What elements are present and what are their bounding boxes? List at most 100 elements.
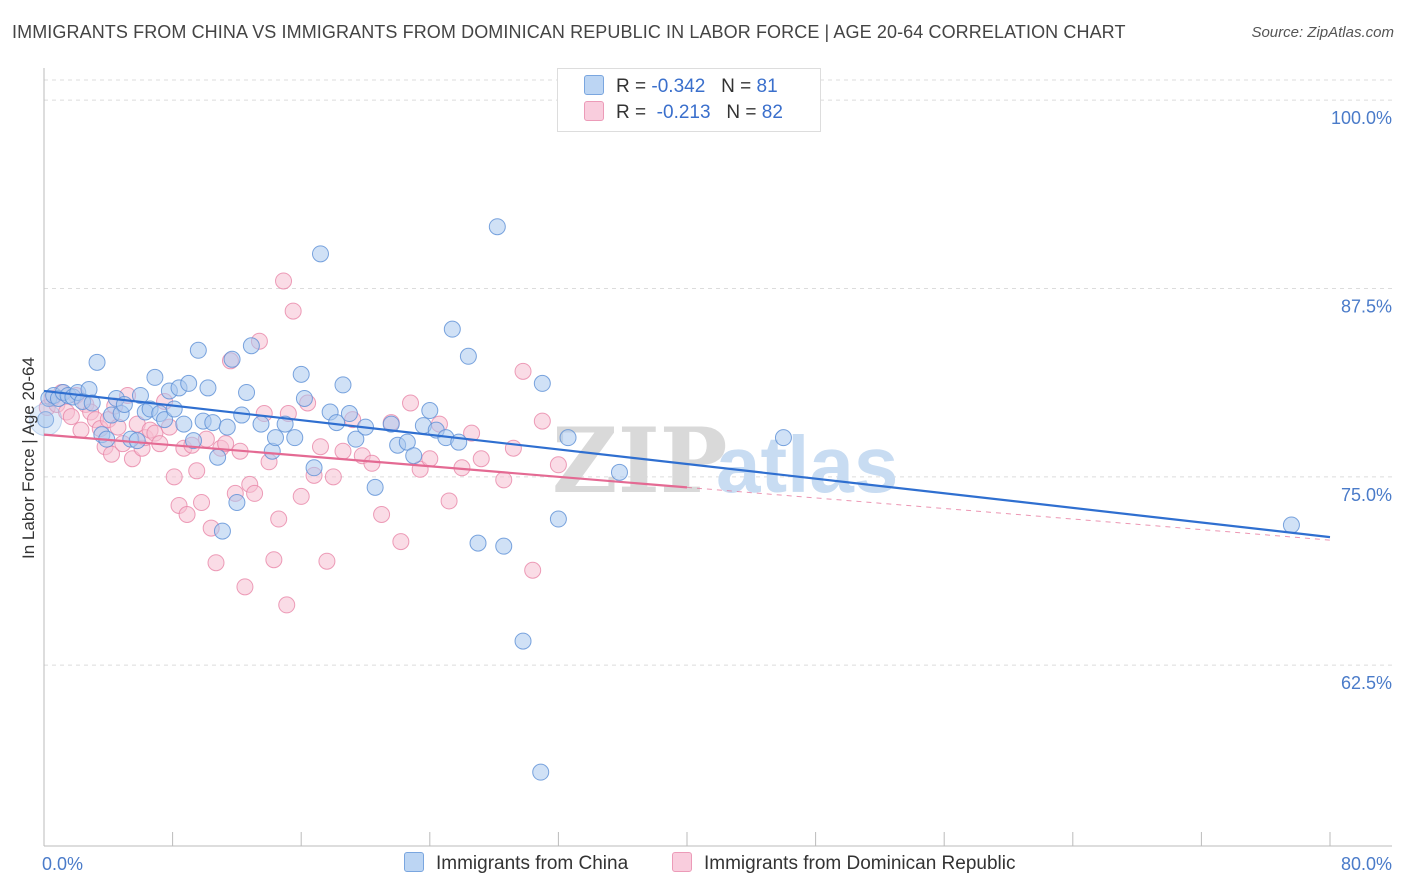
data-point — [37, 411, 55, 429]
data-point — [495, 471, 513, 489]
data-point — [373, 506, 391, 524]
stats-legend: R = -0.342 N = 81 R = -0.213 N = 82 — [557, 68, 821, 132]
data-point — [165, 468, 183, 486]
dominican-r-value: -0.213 — [656, 102, 711, 123]
data-point — [252, 415, 270, 433]
data-point — [165, 400, 183, 418]
data-point — [123, 450, 141, 468]
data-point — [189, 341, 207, 359]
data-point — [204, 414, 222, 432]
data-point — [62, 408, 80, 426]
china-n-value: 81 — [756, 76, 778, 97]
watermark-zip: ZIP — [552, 408, 727, 514]
data-point — [405, 447, 423, 465]
data-point — [275, 272, 293, 290]
trend-line-dominican-extension — [686, 486, 1331, 541]
data-point — [463, 424, 481, 442]
data-point — [103, 445, 121, 463]
data-point — [83, 394, 101, 412]
watermark-atlas: atlas — [716, 420, 898, 509]
axes — [43, 68, 1392, 847]
data-point — [286, 429, 304, 447]
data-point — [421, 402, 439, 420]
data-point — [472, 450, 490, 468]
data-point — [199, 379, 217, 397]
data-point — [266, 429, 284, 447]
data-points — [29, 218, 1300, 781]
data-point — [514, 362, 532, 380]
data-point — [305, 459, 323, 477]
x-axis-max-label: 80.0% — [1341, 854, 1392, 874]
data-point — [318, 552, 336, 570]
data-point — [131, 386, 149, 404]
data-point — [178, 506, 196, 524]
data-point — [209, 448, 227, 466]
y-axis-title: In Labor Force | Age 20-64 — [19, 357, 38, 559]
data-point — [443, 320, 461, 338]
china-swatch — [584, 75, 604, 95]
y-tick-label: 87.5% — [1341, 296, 1392, 316]
data-point — [347, 430, 365, 448]
china-r-value: -0.342 — [651, 76, 706, 97]
dominican-r-label: R = — [616, 102, 647, 123]
data-point — [549, 510, 567, 528]
y-tick-label: 75.0% — [1341, 485, 1392, 505]
china-r-label: R = — [616, 76, 647, 97]
data-point — [292, 487, 310, 505]
data-point — [340, 405, 358, 423]
data-point — [284, 302, 302, 320]
data-point — [218, 418, 236, 436]
data-point — [334, 442, 352, 460]
data-point — [88, 353, 106, 371]
data-point — [363, 454, 381, 472]
chart-source: Source: ZipAtlas.com — [1251, 24, 1394, 41]
data-point — [421, 450, 439, 468]
legend-dominican-label: Immigrants from Dominican Republic — [704, 853, 1016, 874]
data-point — [188, 462, 206, 480]
dominican-swatch — [584, 101, 604, 121]
data-point — [514, 632, 532, 650]
data-point — [228, 493, 246, 511]
data-point — [324, 468, 342, 486]
dominican-n-value: 82 — [761, 102, 783, 123]
data-point — [217, 435, 235, 453]
data-point — [265, 551, 283, 569]
china-n-label: N = — [721, 76, 752, 97]
data-point — [334, 376, 352, 394]
data-point — [311, 245, 329, 263]
data-point — [270, 510, 288, 528]
data-point — [236, 578, 254, 596]
data-point — [524, 561, 542, 579]
data-point — [610, 463, 628, 481]
stats-legend-row-china: R = -0.342 N = 81 — [584, 75, 778, 101]
legend-dominican-swatch — [672, 852, 692, 872]
x-axis-min-label: 0.0% — [42, 854, 83, 874]
trend-lines — [43, 389, 1331, 541]
data-point — [292, 365, 310, 383]
data-point — [392, 533, 410, 551]
data-point — [180, 374, 198, 392]
data-point — [311, 438, 329, 456]
data-point — [184, 432, 202, 450]
data-point — [488, 218, 506, 236]
legend-china-swatch — [404, 852, 424, 872]
data-point — [382, 415, 400, 433]
data-point — [469, 534, 487, 552]
data-point — [246, 484, 264, 502]
data-point — [207, 554, 225, 572]
trend-line-china — [43, 389, 1331, 539]
data-point — [549, 456, 567, 474]
data-point — [495, 537, 513, 555]
data-point — [366, 478, 384, 496]
data-point — [533, 412, 551, 430]
trend-line-dominican — [43, 433, 688, 489]
data-point — [223, 350, 241, 368]
data-point — [278, 596, 296, 614]
legend-item-china: Immigrants from China — [404, 852, 628, 875]
data-point — [72, 421, 90, 439]
data-point — [175, 415, 193, 433]
data-point — [774, 429, 792, 447]
data-point — [238, 383, 256, 401]
y-tick-label: 100.0% — [1331, 108, 1392, 128]
data-point — [398, 433, 416, 451]
